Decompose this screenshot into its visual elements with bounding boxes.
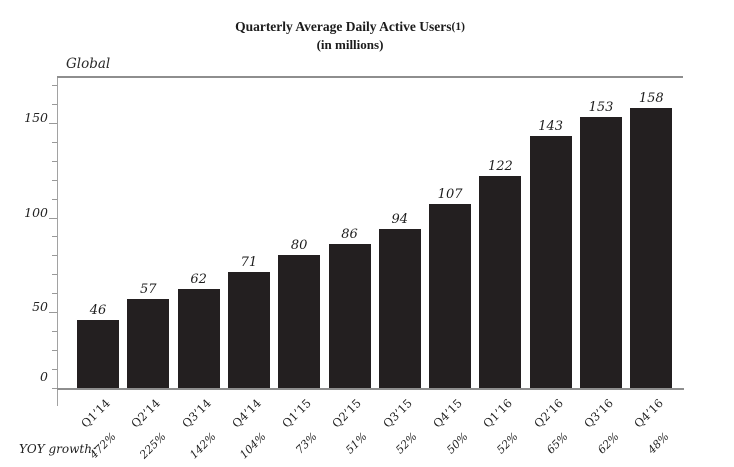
region-label: Global (66, 56, 111, 72)
x-axis-label: Q3’15 (380, 396, 415, 431)
yoy-value: 48% (645, 430, 672, 457)
bar-value-label: 143 (538, 119, 564, 135)
chart-title: Quarterly Average Daily Active Users(1) (9, 19, 691, 36)
bar (77, 319, 119, 389)
y-tick-minor (52, 198, 57, 200)
bar-value-label: 94 (391, 211, 409, 227)
x-axis-baseline (57, 388, 684, 390)
bar-value-label: 80 (290, 238, 308, 254)
x-axis-label: Q4’16 (631, 396, 667, 431)
bar (429, 204, 472, 389)
x-axis-label: Q4’14 (229, 396, 264, 431)
yoy-value: 52% (494, 430, 521, 457)
bar-value-label: 122 (487, 158, 513, 174)
y-tick-minor (52, 104, 57, 106)
bar (127, 298, 170, 389)
bar-value-label: 86 (341, 226, 358, 242)
y-tick-minor (52, 387, 57, 389)
bar-value-label: 71 (240, 255, 258, 271)
bar (227, 272, 270, 389)
bar (580, 117, 622, 389)
chart-title-block: Quarterly Average Daily Active Users(1) … (9, 19, 691, 53)
y-tick-minor (52, 160, 57, 162)
yoy-value: 62% (594, 430, 622, 457)
yoy-value: 50% (443, 430, 471, 457)
y-tick-minor (52, 85, 57, 87)
x-axis-label: Q2’14 (128, 396, 164, 431)
bar (479, 175, 522, 389)
plot-area (57, 78, 683, 389)
x-axis-label: Q1’15 (279, 396, 315, 431)
yoy-value: 65% (544, 430, 571, 457)
bar-value-label: 107 (437, 187, 463, 203)
x-axis-label: Q3’16 (581, 396, 616, 431)
yoy-value: 52% (393, 430, 421, 457)
yoy-value: 225% (137, 430, 169, 462)
yoy-value: 142% (187, 430, 219, 462)
y-tick-minor (52, 274, 57, 276)
y-tick-label: 150 (24, 110, 48, 125)
y-tick-minor (52, 293, 57, 295)
bar-value-label: 46 (89, 302, 107, 318)
bar (177, 289, 220, 389)
chart-subtitle: (in millions) (316, 37, 384, 52)
bar-value-label: 62 (190, 272, 207, 288)
bar (328, 243, 371, 389)
yoy-value: 51% (343, 430, 370, 457)
y-tick-minor (52, 349, 57, 351)
y-axis-line (57, 78, 58, 406)
yoy-value: 73% (292, 430, 320, 457)
plot-top-border (57, 76, 683, 78)
y-tick-minor (52, 236, 57, 238)
y-tick-major (49, 217, 57, 219)
x-axis-label: Q2’15 (329, 396, 365, 431)
x-axis-label: Q3’14 (178, 396, 214, 431)
y-tick-minor (52, 330, 57, 332)
x-axis-label: Q1’16 (480, 396, 516, 431)
chart-title-text: Quarterly Average Daily Active Users (235, 19, 452, 34)
y-tick-label: 0 (40, 369, 48, 384)
y-tick-label: 50 (32, 299, 48, 314)
y-tick-minor (52, 141, 57, 143)
bar-value-label: 57 (140, 281, 157, 297)
x-axis-label: Q1’14 (78, 396, 113, 431)
bar (529, 136, 572, 389)
x-axis-label: Q4’15 (430, 396, 466, 431)
bar (278, 255, 321, 389)
y-tick-minor (52, 179, 57, 181)
x-axis-label: Q2’16 (530, 396, 566, 431)
y-tick-major (49, 123, 57, 124)
yoy-growth-row-label: YOY growth: (19, 442, 97, 456)
y-tick-major (49, 312, 57, 313)
bar (630, 107, 673, 389)
bar-value-label: 153 (588, 100, 614, 116)
footnote-marker: (1) (451, 21, 465, 33)
y-tick-minor (52, 255, 57, 257)
y-tick-minor (52, 368, 57, 370)
yoy-value: 104% (237, 430, 270, 462)
bar-value-label: 158 (638, 90, 664, 106)
bar (378, 228, 421, 389)
y-tick-label: 100 (24, 204, 48, 220)
